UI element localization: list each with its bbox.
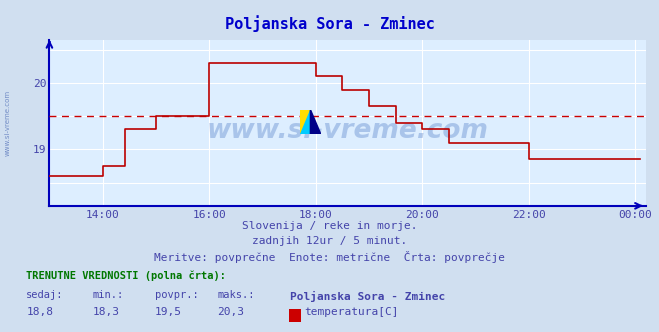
- Text: Meritve: povprečne  Enote: metrične  Črta: povprečje: Meritve: povprečne Enote: metrične Črta:…: [154, 251, 505, 263]
- Text: TRENUTNE VREDNOSTI (polna črta):: TRENUTNE VREDNOSTI (polna črta):: [26, 271, 226, 281]
- Polygon shape: [300, 110, 310, 134]
- Text: www.si-vreme.com: www.si-vreme.com: [5, 90, 11, 156]
- Text: Poljanska Sora - Zminec: Poljanska Sora - Zminec: [290, 290, 445, 301]
- Text: temperatura[C]: temperatura[C]: [304, 307, 399, 317]
- Text: povpr.:: povpr.:: [155, 290, 198, 300]
- Text: sedaj:: sedaj:: [26, 290, 64, 300]
- Polygon shape: [310, 110, 321, 134]
- Polygon shape: [300, 110, 310, 134]
- Text: min.:: min.:: [92, 290, 123, 300]
- Text: 20,3: 20,3: [217, 307, 244, 317]
- Text: 19,5: 19,5: [155, 307, 182, 317]
- Text: Slovenija / reke in morje.: Slovenija / reke in morje.: [242, 221, 417, 231]
- Text: zadnjih 12ur / 5 minut.: zadnjih 12ur / 5 minut.: [252, 236, 407, 246]
- Text: www.si-vreme.com: www.si-vreme.com: [207, 118, 488, 144]
- Text: Poljanska Sora - Zminec: Poljanska Sora - Zminec: [225, 15, 434, 32]
- Text: 18,8: 18,8: [26, 307, 53, 317]
- Text: 18,3: 18,3: [92, 307, 119, 317]
- Text: maks.:: maks.:: [217, 290, 255, 300]
